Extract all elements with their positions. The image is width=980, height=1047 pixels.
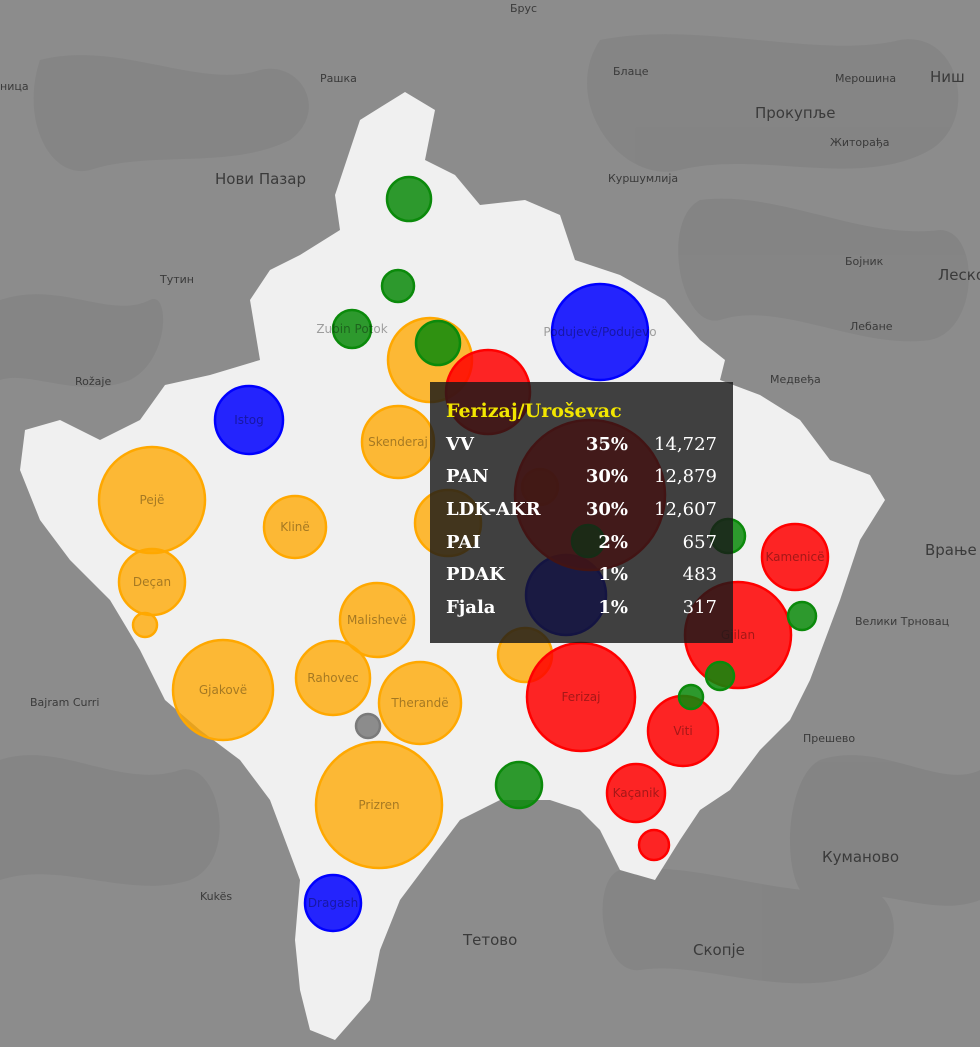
municipality-bubble-other[interactable] xyxy=(354,712,382,740)
municipality-bubble-pdk[interactable] xyxy=(131,611,159,639)
municipality-label: Klinë xyxy=(280,520,310,534)
municipality-bubble-pdk[interactable] xyxy=(262,494,328,560)
tooltip-party: VV xyxy=(446,433,474,455)
place-label: Куршумлија xyxy=(608,172,678,185)
terrain-texture xyxy=(0,34,980,984)
place-label: Rožaje xyxy=(75,375,111,388)
municipality-label: Therandë xyxy=(390,696,448,710)
place-label: Bajram Curri xyxy=(30,696,99,709)
place-label: Брус xyxy=(510,2,537,15)
tooltip-row: PDAK 1% 483 xyxy=(446,558,717,591)
tooltip-rows: VV 35% 14,727 PAN 30% 12,879 LDK-AKR 30% 12,607 P… xyxy=(446,428,717,624)
municipality-label: Podujevë/Podujevo xyxy=(543,325,656,339)
tooltip-party: PDAK xyxy=(446,564,505,586)
place-labels: Брус Рашка Блаце Ниш Мерошина Прокупље Нови Па… xyxy=(0,2,980,959)
place-label: Прокупље xyxy=(755,104,836,122)
place-label: Прешево xyxy=(803,732,855,745)
tooltip-percent: 30% xyxy=(585,498,628,520)
municipality-bubble-sl[interactable] xyxy=(385,175,433,223)
tooltip-percent: 30% xyxy=(585,466,628,488)
tooltip-votes: 12,879 xyxy=(654,466,717,488)
municipality-label: Deçan xyxy=(133,575,171,589)
place-label: Нови Пазар xyxy=(215,170,306,188)
tooltip-row: VV 35% 14,727 xyxy=(446,428,717,461)
municipality-label: Ferizaj xyxy=(562,690,601,704)
municipality-bubble-sl[interactable] xyxy=(677,683,705,711)
place-label: Тетово xyxy=(462,931,517,949)
municipality-label: Viti xyxy=(673,724,692,738)
municipality-label: Kamenicë xyxy=(765,550,824,564)
place-label: Медвеђа xyxy=(770,373,821,386)
municipality-bubble-pdk[interactable] xyxy=(294,639,372,717)
place-label: Мерошина xyxy=(835,72,896,85)
place-label: Ниш xyxy=(930,68,965,86)
place-label: Тутин xyxy=(159,273,194,286)
tooltip-percent: 1% xyxy=(598,596,628,618)
place-label: Лебане xyxy=(850,320,893,333)
tooltip-party: PAI xyxy=(446,531,481,553)
tooltip-votes: 14,727 xyxy=(654,433,717,455)
municipality-label: Dragash xyxy=(308,896,358,910)
municipality-label: Prizren xyxy=(358,798,399,812)
tooltip-party: PAN xyxy=(446,466,489,488)
tooltip-percent: 2% xyxy=(598,531,628,553)
municipality-label: Istog xyxy=(234,413,263,427)
municipality-label: Pejë xyxy=(140,493,165,507)
place-label: Скопје xyxy=(693,941,745,959)
tooltip-party: Fjala xyxy=(446,596,496,618)
municipality-bubble-ldk[interactable] xyxy=(213,384,285,456)
municipality-bubble-ldk[interactable] xyxy=(303,873,363,933)
tooltip-votes: 12,607 xyxy=(654,498,717,520)
place-label: ница xyxy=(0,80,29,93)
municipality-bubble-sl[interactable] xyxy=(704,660,736,692)
municipality-bubble-vv[interactable] xyxy=(637,828,671,862)
municipality-bubble-vv[interactable] xyxy=(525,641,637,753)
municipality-bubble-sl[interactable] xyxy=(786,600,818,632)
municipality-label: Skenderaj xyxy=(368,435,428,449)
municipality-bubble-vv[interactable] xyxy=(760,522,830,592)
place-label: Куманово xyxy=(822,848,899,866)
municipality-label: Rahovec xyxy=(307,671,358,685)
place-label: Леско xyxy=(938,266,980,284)
place-label: Врање xyxy=(925,541,977,559)
municipality-label: Gjakovë xyxy=(199,683,247,697)
place-label: Kukës xyxy=(200,890,232,903)
place-label: Житорађа xyxy=(830,136,889,149)
place-label: Велики Трновац xyxy=(855,615,949,628)
tooltip-title: Ferizaj/Uroševac xyxy=(446,400,622,422)
municipality-label: Zubin Potok xyxy=(316,322,387,336)
municipality-tooltip: Ferizaj/Uroševac VV 35% 14,727 PAN 30% 12,879… xyxy=(430,382,733,643)
tooltip-percent: 35% xyxy=(585,433,628,455)
tooltip-row: PAN 30% 12,879 xyxy=(446,461,717,494)
municipality-bubble-sl[interactable] xyxy=(331,308,373,350)
municipality-bubble-ldk[interactable] xyxy=(550,282,650,382)
place-label: Бојник xyxy=(845,255,884,268)
tooltip-votes: 483 xyxy=(682,564,717,586)
municipality-bubble-pdk[interactable] xyxy=(314,740,444,870)
municipality-bubble-vv[interactable] xyxy=(605,762,667,824)
municipality-bubble-sl[interactable] xyxy=(380,268,416,304)
municipality-label: Kaçanik xyxy=(613,786,660,800)
tooltip-percent: 1% xyxy=(598,564,628,586)
place-label: Рашка xyxy=(320,72,357,85)
municipality-bubble-sl[interactable] xyxy=(494,760,544,810)
tooltip-row: PAI 2% 657 xyxy=(446,526,717,559)
municipality-bubble-pdk[interactable] xyxy=(377,660,463,746)
municipality-bubble-pdk[interactable] xyxy=(171,638,275,742)
municipality-bubble-pdk[interactable] xyxy=(338,581,416,659)
municipality-label: Malishevë xyxy=(347,613,407,627)
tooltip-row: Fjala 1% 317 xyxy=(446,591,717,624)
municipality-bubble-sl[interactable] xyxy=(414,319,462,367)
tooltip-row: LDK-AKR 30% 12,607 xyxy=(446,493,717,526)
place-label: Блаце xyxy=(613,65,649,78)
tooltip-votes: 317 xyxy=(682,596,717,618)
tooltip-votes: 657 xyxy=(682,531,717,553)
tooltip-party: LDK-AKR xyxy=(446,498,541,520)
